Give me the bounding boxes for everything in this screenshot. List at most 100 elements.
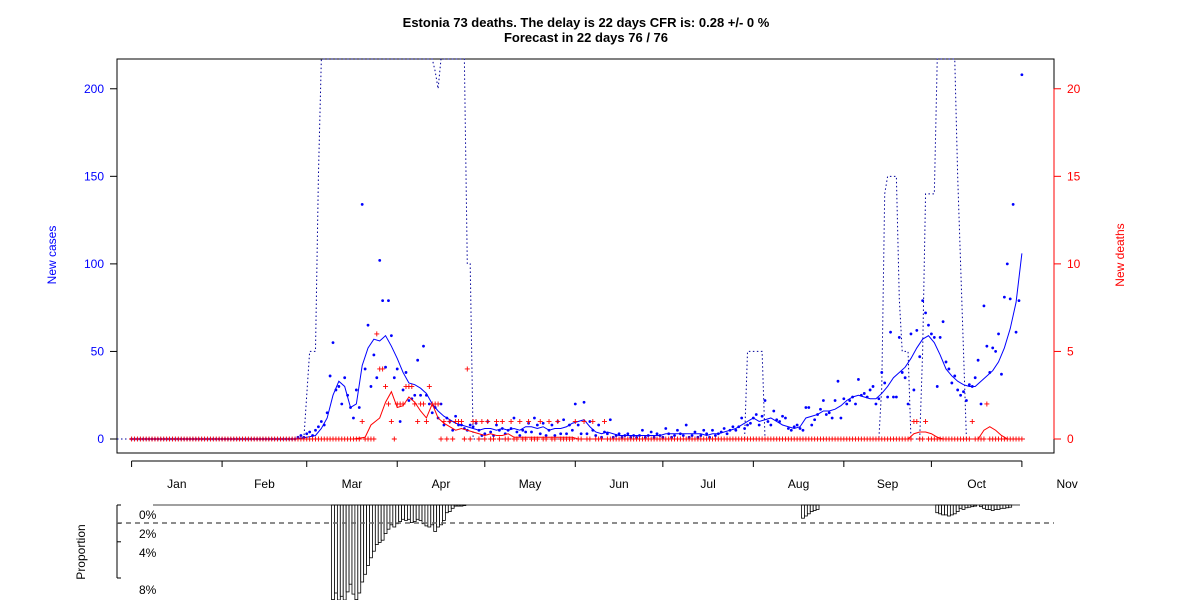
case-point (842, 397, 846, 401)
case-point (731, 425, 735, 429)
case-point (906, 402, 910, 406)
cases-moving-average (283, 253, 1023, 440)
case-point (973, 376, 977, 380)
case-point (892, 395, 895, 399)
case-point (553, 434, 557, 437)
death-point (391, 436, 397, 442)
left-axis-title: New cases (45, 226, 59, 285)
case-point (559, 432, 563, 436)
case-point (378, 258, 382, 262)
case-point (894, 395, 898, 399)
case-point (664, 427, 668, 430)
case-point (883, 381, 887, 385)
proportion-bar (436, 504, 440, 528)
proportion-bar (412, 504, 417, 522)
proportion-bar (345, 504, 350, 593)
death-point (385, 401, 391, 407)
case-point (792, 425, 796, 429)
proportion-bar (993, 504, 998, 510)
case-point (413, 393, 417, 397)
case-point (608, 418, 612, 422)
case-point (760, 414, 764, 418)
case-point (331, 341, 335, 345)
proportion-bar (369, 504, 373, 559)
proportion-bar (949, 504, 954, 516)
death-point (908, 436, 914, 442)
proportion-bar (1005, 504, 1010, 509)
case-point (471, 425, 475, 429)
proportion-bar (952, 504, 957, 515)
death-point (438, 436, 444, 442)
case-point (880, 371, 884, 374)
case-point (941, 320, 945, 324)
proportion-axis-title: Proportion (74, 524, 88, 579)
left-tick-label: 150 (84, 169, 104, 183)
case-point (530, 430, 533, 434)
case-point (900, 371, 904, 374)
death-point (572, 418, 578, 424)
x-month-label: Jul (700, 477, 715, 491)
proportion-bar (331, 504, 335, 600)
proportion-bar (955, 504, 960, 512)
case-point (570, 428, 574, 432)
proportion-tick-label: 2% (139, 527, 157, 541)
death-point (590, 418, 596, 424)
proportion-bar (334, 504, 338, 594)
case-point (524, 430, 528, 434)
death-point (476, 436, 482, 442)
case-point (924, 311, 927, 315)
case-point (319, 420, 323, 423)
case-point (588, 420, 592, 423)
case-point (909, 332, 913, 336)
case-point (994, 350, 998, 353)
case-point (576, 423, 580, 427)
cases-series (130, 73, 1024, 441)
case-point (655, 432, 659, 436)
case-point (684, 423, 688, 427)
x-month-label: May (519, 477, 542, 491)
case-point (392, 376, 396, 380)
case-point (795, 423, 799, 427)
proportion-bar (398, 504, 403, 522)
case-point (775, 418, 779, 422)
proportion-bar (392, 504, 397, 528)
case-point (845, 402, 849, 406)
case-point (956, 388, 960, 392)
case-point (585, 432, 589, 436)
proportion-bar (363, 504, 367, 575)
case-point (982, 304, 986, 308)
proportion-bar (360, 504, 365, 583)
proportion-tick-label: 0% (139, 508, 157, 522)
proportion-bar (351, 504, 356, 595)
x-axis: Jan Feb Mar Apr May Jun Jul Aug Sep Oct Nov (131, 460, 1078, 491)
chart-subtitle: Forecast in 22 days 76 / 76 (504, 30, 668, 45)
proportion-bar (339, 504, 344, 597)
case-point (521, 428, 525, 432)
case-point (381, 299, 385, 303)
case-point (681, 434, 685, 437)
case-point (950, 381, 954, 385)
right-tick-label: 5 (1067, 344, 1074, 358)
death-point (485, 418, 491, 424)
case-point (725, 432, 729, 436)
case-point (830, 416, 834, 420)
case-point (705, 432, 709, 436)
death-point (374, 331, 380, 337)
case-point (754, 413, 758, 416)
death-point (444, 436, 450, 442)
case-point (366, 323, 370, 327)
proportion-bar (357, 504, 362, 594)
case-point (565, 432, 568, 436)
case-point (693, 430, 697, 434)
death-point (499, 418, 505, 424)
proportion-bar (427, 504, 432, 528)
case-point (483, 432, 487, 436)
case-point (489, 430, 493, 434)
death-point (482, 436, 488, 442)
plot-frame (116, 58, 1055, 454)
proportion-bar (804, 504, 808, 517)
proportion-bar (389, 504, 394, 526)
case-point (801, 428, 805, 432)
case-point (369, 385, 373, 388)
